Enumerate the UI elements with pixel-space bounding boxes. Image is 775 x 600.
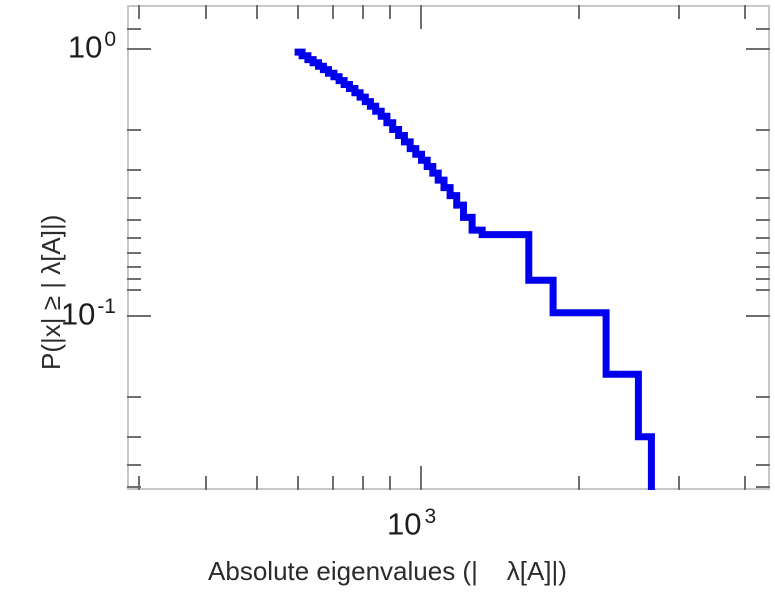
y-tick-minor <box>127 237 141 239</box>
y-tick-minor <box>756 219 770 221</box>
x-axis-title: Absolute eigenvalues (| λ[A]|) <box>208 556 567 586</box>
x-tick-exponent: 3 <box>424 505 437 528</box>
x-tick-minor <box>744 5 746 19</box>
x-tick-minor <box>205 476 207 490</box>
y-tick-minor <box>127 252 141 254</box>
y-tick-minor <box>127 197 141 199</box>
ccdf-step-curve <box>294 48 655 490</box>
x-tick-minor <box>389 476 391 490</box>
y-tick-minor <box>756 129 770 131</box>
y-tick-exponent: -1 <box>97 295 116 318</box>
y-tick-minor <box>756 169 770 171</box>
x-tick-major <box>420 466 422 490</box>
y-tick-minor <box>127 486 141 488</box>
x-tick-minor <box>389 5 391 19</box>
y-tick-minor <box>756 197 770 199</box>
x-tick-minor <box>205 5 207 19</box>
y-tick-minor <box>127 28 141 30</box>
x-tick-minor <box>256 476 258 490</box>
x-tick-minor <box>578 476 580 490</box>
x-tick-minor <box>256 5 258 19</box>
x-tick-minor <box>297 5 299 19</box>
y-tick-minor <box>756 266 770 268</box>
x-tick-minor <box>138 5 140 19</box>
x-tick-minor <box>297 476 299 490</box>
y-tick-minor <box>756 252 770 254</box>
y-tick-minor <box>756 486 770 488</box>
y-tick-minor <box>127 278 141 280</box>
y-tick-minor <box>756 464 770 466</box>
y-tick-mantissa: 10 <box>60 296 96 332</box>
y-tick-minor <box>756 289 770 291</box>
y-tick-mantissa: 10 <box>67 29 103 65</box>
y-tick-major <box>746 48 770 50</box>
y-tick-minor <box>127 266 141 268</box>
x-tick-minor <box>744 476 746 490</box>
x-tick-minor <box>138 476 140 490</box>
y-tick-minor <box>756 278 770 280</box>
y-tick-major <box>746 315 770 317</box>
y-tick-minor <box>127 129 141 131</box>
y-tick-exponent: 0 <box>104 28 116 51</box>
y-tick-minor <box>756 396 770 398</box>
y-tick-minor <box>756 28 770 30</box>
y-tick-minor <box>756 237 770 239</box>
x-tick-minor <box>578 5 580 19</box>
y-tick-minor <box>127 219 141 221</box>
x-tick-minor <box>678 5 680 19</box>
y-tick-minor <box>756 436 770 438</box>
x-tick-minor <box>332 476 334 490</box>
y-tick-label-1e-1: 10-1 <box>22 295 116 332</box>
x-tick-minor <box>678 476 680 490</box>
x-tick-minor <box>362 476 364 490</box>
y-tick-major <box>127 48 151 50</box>
y-tick-minor <box>127 169 141 171</box>
x-tick-mantissa: 10 <box>387 506 422 542</box>
y-tick-minor <box>127 436 141 438</box>
y-tick-minor <box>127 289 141 291</box>
y-axis-title: P(|x| ≥ | λ[A]|) <box>36 214 66 370</box>
x-tick-minor <box>362 5 364 19</box>
x-tick-minor <box>332 5 334 19</box>
series-line <box>294 48 655 490</box>
y-tick-minor <box>127 464 141 466</box>
y-tick-minor <box>127 396 141 398</box>
y-tick-label-1e0: 100 <box>28 28 116 65</box>
y-tick-major <box>127 315 151 317</box>
plot-frame <box>127 5 770 490</box>
x-tick-label-1e3: 10 3 <box>387 505 436 542</box>
x-tick-major <box>420 5 422 29</box>
